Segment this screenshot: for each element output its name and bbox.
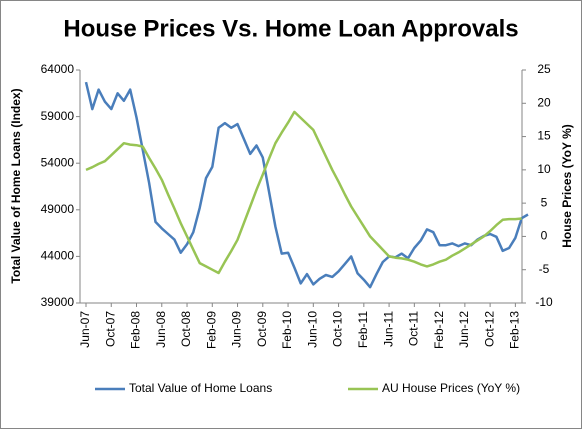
legend-label: AU House Prices (YoY %) bbox=[382, 381, 520, 395]
x-tick-label: Feb-11 bbox=[356, 311, 370, 348]
y2-tick-label: 25 bbox=[537, 62, 551, 76]
y-axis-title: Total Value of Home Loans (Index) bbox=[9, 88, 23, 283]
chart-title: House Prices Vs. Home Loan Approvals bbox=[63, 15, 518, 42]
y2-tick-label: 20 bbox=[537, 95, 551, 109]
x-tick-label: Jun-08 bbox=[154, 311, 168, 348]
x-tick-label: Jun-11 bbox=[381, 311, 395, 347]
y-tick-label: 39000 bbox=[41, 295, 75, 309]
y2-tick-label: -10 bbox=[535, 295, 553, 309]
x-tick-label: Jun-09 bbox=[230, 311, 244, 348]
y2-axis-title: House Prices (YoY %) bbox=[560, 124, 574, 248]
y2-tick-label: 15 bbox=[537, 129, 551, 143]
x-tick-label: Feb-09 bbox=[204, 311, 218, 349]
y-tick-label: 54000 bbox=[41, 155, 75, 169]
y2-tick-label: -5 bbox=[539, 262, 550, 276]
legend-label: Total Value of Home Loans bbox=[129, 381, 272, 395]
series-line bbox=[85, 110, 522, 275]
series-line bbox=[84, 81, 529, 289]
x-tick-label: Oct-08 bbox=[179, 311, 193, 347]
y-tick-label: 44000 bbox=[41, 249, 75, 263]
y-tick-label: 59000 bbox=[41, 109, 75, 123]
x-tick-label: Feb-08 bbox=[129, 311, 143, 349]
y-tick-label: 49000 bbox=[41, 202, 75, 216]
x-tick-label: Oct-12 bbox=[482, 311, 496, 347]
x-tick-label: Jun-07 bbox=[78, 311, 92, 348]
y2-tick-label: 5 bbox=[541, 195, 548, 209]
x-tick-label: Oct-09 bbox=[255, 311, 269, 347]
x-tick-label: Oct-11 bbox=[407, 311, 421, 346]
y-tick-label: 64000 bbox=[41, 62, 75, 76]
x-tick-label: Jun-10 bbox=[305, 311, 319, 348]
y2-tick-label: 0 bbox=[541, 229, 548, 243]
x-tick-label: Feb-13 bbox=[508, 311, 522, 349]
x-tick-label: Jun-12 bbox=[457, 311, 471, 348]
x-tick-label: Feb-10 bbox=[280, 311, 294, 349]
x-tick-label: Oct-10 bbox=[331, 311, 345, 347]
x-tick-label: Oct-07 bbox=[103, 311, 117, 347]
x-tick-label: Feb-12 bbox=[432, 311, 446, 349]
y2-tick-label: 10 bbox=[537, 162, 551, 176]
